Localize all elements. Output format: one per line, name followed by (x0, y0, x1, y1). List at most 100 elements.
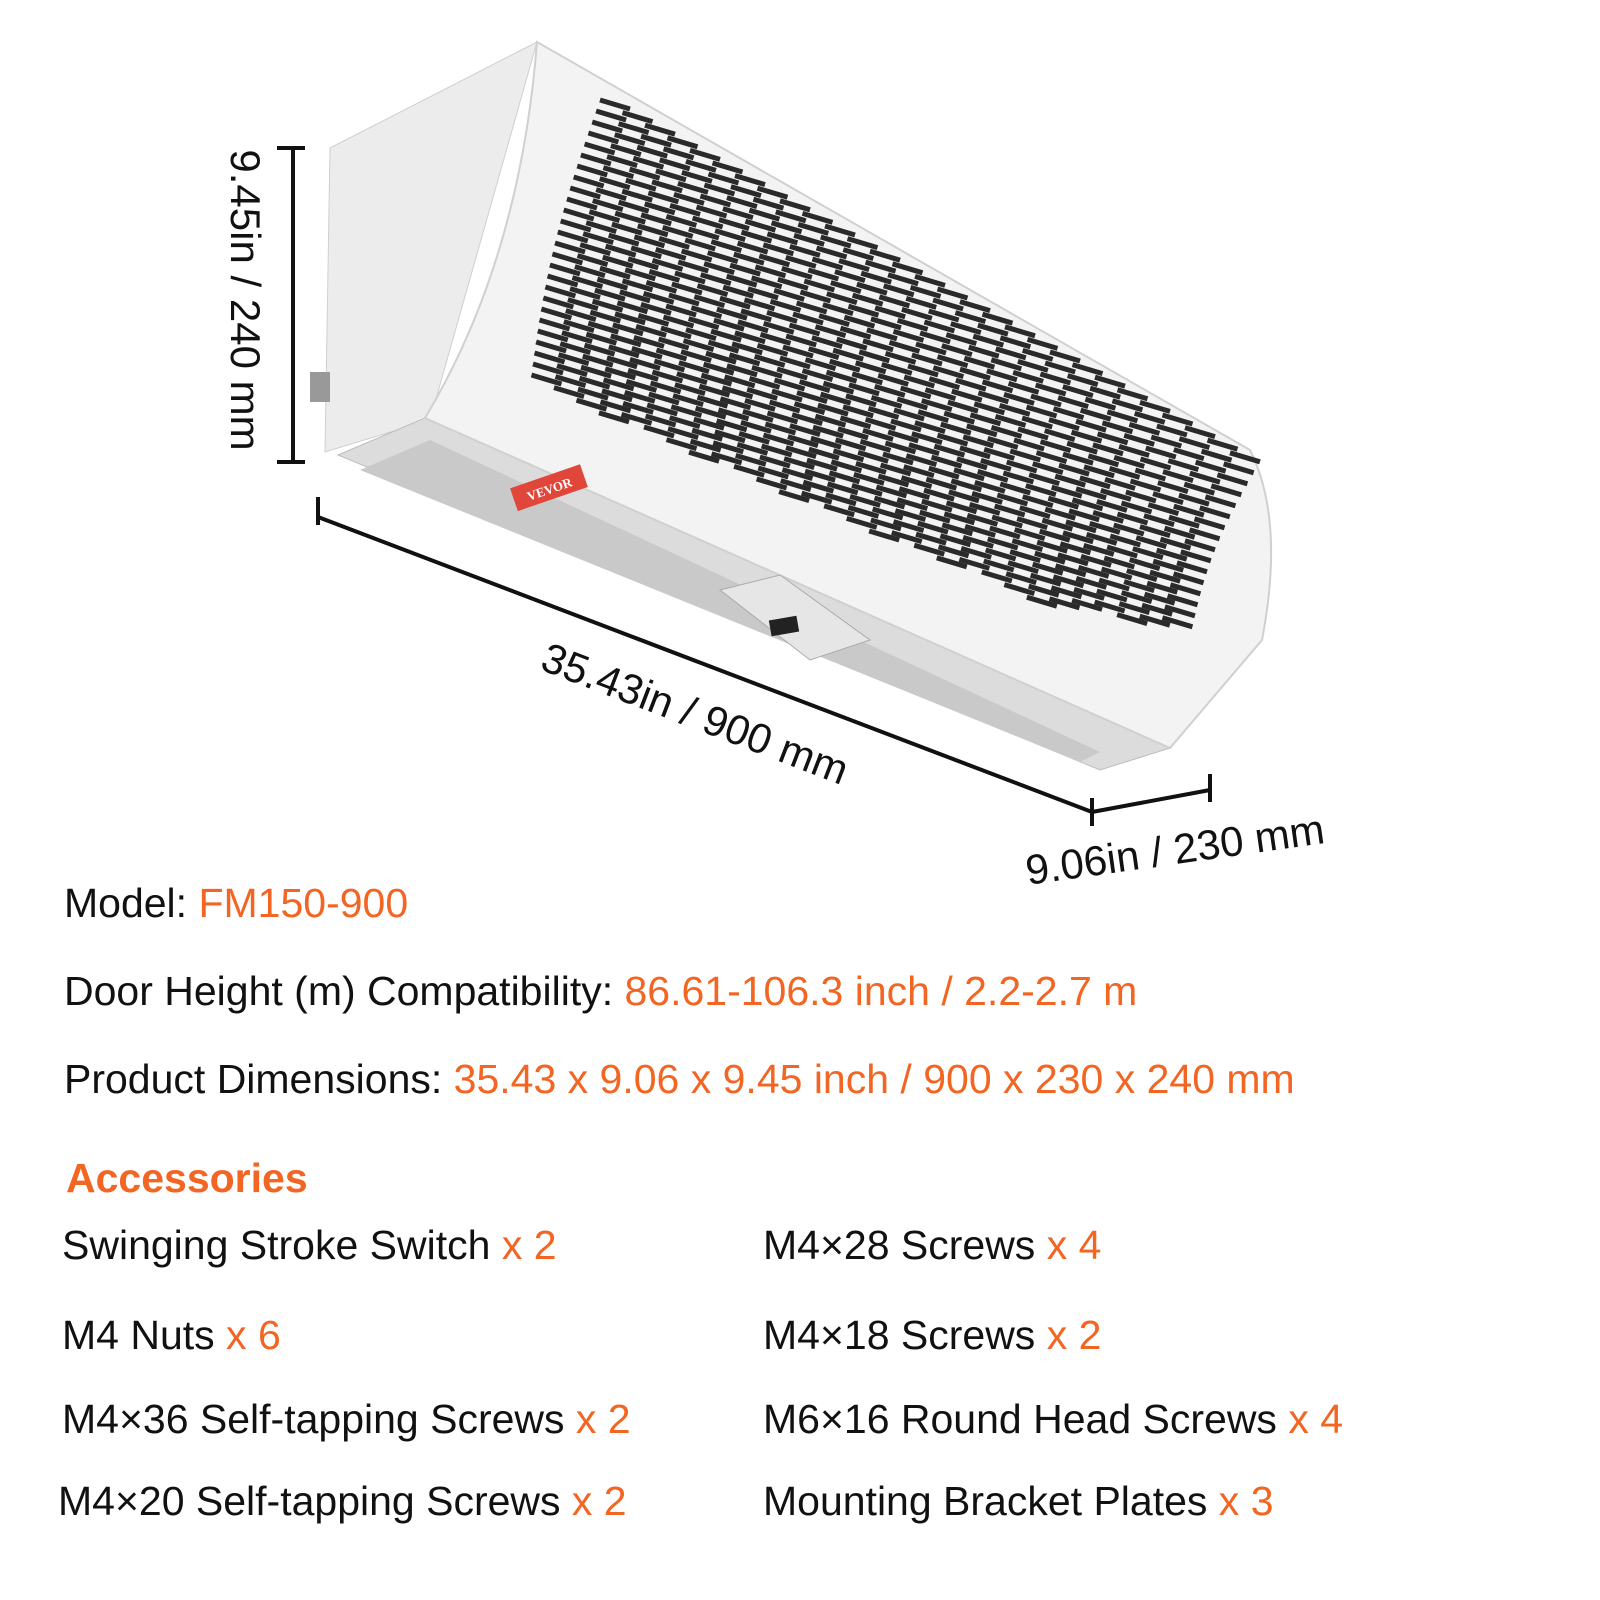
grille-slot (721, 385, 754, 400)
grille-slot (1139, 400, 1171, 414)
accessory-item: M4×18 Screws x 2 (763, 1312, 1101, 1359)
grille-slot (579, 242, 611, 256)
grille-slot (882, 283, 915, 298)
grille-slot (1031, 561, 1064, 576)
grille-slot (759, 454, 791, 469)
grille-slot (940, 421, 972, 436)
grille-slot (779, 198, 811, 213)
grille-slot (1096, 431, 1129, 446)
grille-slot (556, 363, 588, 377)
grille-slot (738, 431, 770, 445)
grille-slot (633, 234, 666, 249)
grille-slot (674, 382, 706, 396)
grille-slot (806, 457, 838, 472)
grille-slot (712, 440, 744, 455)
grille-slot (665, 214, 698, 228)
grille-slot (636, 144, 668, 159)
grille-slot (544, 284, 577, 299)
accessory-qty: x 6 (226, 1312, 281, 1358)
accessory-name: M4×28 Screws (763, 1222, 1047, 1268)
grille-slot (719, 396, 752, 411)
grille-slot (1166, 593, 1199, 608)
grille-slot (532, 361, 564, 376)
grille-slot (914, 420, 946, 434)
grille-slot (900, 475, 933, 489)
grille-slot (561, 330, 593, 344)
grille-slot (907, 363, 939, 378)
grille-slot (882, 451, 914, 466)
grille-slot (756, 185, 789, 200)
grille-slot (685, 327, 717, 341)
grille-slot (1075, 576, 1108, 590)
grille-slot (867, 406, 900, 420)
grille-slot (653, 358, 686, 373)
grille-slot (770, 220, 803, 235)
grille-slot (887, 429, 919, 444)
accessory-name: Swinging Stroke Switch (62, 1222, 502, 1268)
grille-slot (1052, 406, 1085, 420)
grille-slot (1012, 370, 1044, 384)
grille-slot (785, 255, 817, 269)
grille-slot (898, 486, 931, 500)
grille-slot (1183, 481, 1216, 496)
grille-slot (873, 495, 906, 510)
grille-slot (808, 446, 840, 461)
grille-slot (777, 277, 809, 291)
grille-slot (924, 387, 957, 401)
grille-slot (928, 465, 960, 480)
grille-slot (1083, 543, 1115, 557)
grille-slot (1135, 535, 1167, 549)
grille-slot (857, 450, 889, 464)
grille-slot (1188, 527, 1221, 542)
grille-slot (798, 379, 831, 393)
spec-door-height: Door Height (m) Compatibility: 86.61-106… (64, 968, 1137, 1015)
grille-slot (856, 281, 888, 296)
grille-slot (822, 302, 854, 316)
grille-slot (966, 423, 998, 438)
grille-slot (533, 350, 566, 365)
grille-slot (540, 306, 573, 321)
grille-slot (1038, 528, 1071, 543)
grille-slot (530, 372, 563, 387)
grille-slot (1044, 506, 1076, 521)
accessory-name: M6×16 Round Head Screws (763, 1396, 1289, 1442)
grille-slot (648, 269, 681, 283)
grille-slot (860, 270, 892, 285)
grille-slot (815, 245, 848, 260)
grille-slot (911, 431, 943, 445)
grille-slot (670, 404, 703, 418)
grille-slot (627, 368, 659, 382)
grille-slot (672, 393, 704, 407)
grille-slot (814, 413, 847, 428)
grille-slot (1116, 612, 1148, 626)
grille-slot (740, 420, 772, 434)
grille-slot (919, 509, 951, 524)
grille-slot (688, 226, 720, 241)
grille-slot (814, 324, 847, 338)
grille-slot (725, 273, 758, 288)
grille-slot (1157, 480, 1189, 494)
grille-slot (1034, 382, 1067, 397)
accessory-name: M4×18 Screws (763, 1312, 1047, 1358)
grille-slot (669, 415, 701, 429)
grille-slot (1152, 491, 1184, 505)
grille-slot (792, 311, 824, 326)
grille-slot (1028, 472, 1060, 486)
grille-slot (977, 390, 1010, 405)
grille-slot (1164, 604, 1196, 619)
grille-slot (959, 299, 991, 313)
grille-slot (538, 317, 571, 332)
grille-slot (612, 322, 644, 337)
grille-slot (936, 354, 969, 368)
grille-slot (751, 365, 783, 379)
grille-slot (740, 308, 772, 323)
grille-slot (1030, 393, 1062, 408)
accessory-item: M4×28 Screws x 4 (763, 1222, 1101, 1269)
grille-slot (891, 530, 923, 544)
grille-slot (842, 247, 874, 261)
grille-slot (703, 261, 735, 275)
grille-slot (743, 297, 776, 312)
grille-slot (869, 248, 901, 263)
grille-slot (640, 212, 672, 227)
grille-slot (1161, 412, 1194, 427)
